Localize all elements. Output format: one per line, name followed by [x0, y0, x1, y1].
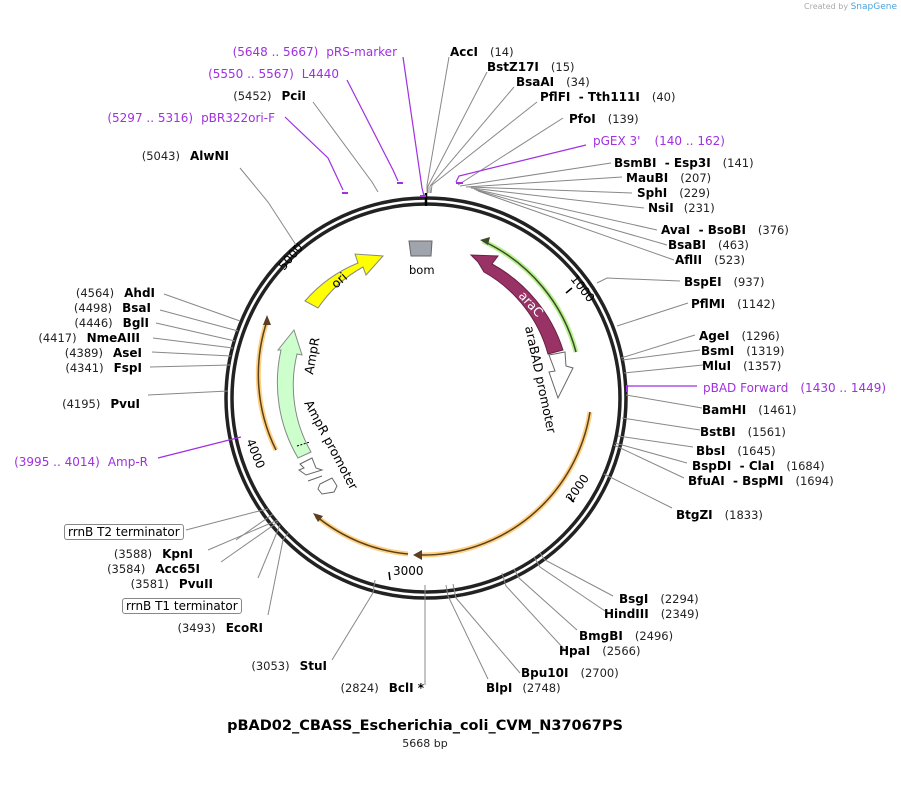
- enzyme-pvui[interactable]: (4195) PvuI: [62, 397, 140, 411]
- primer-leader-lines: [157, 56, 697, 459]
- enzyme-bgli[interactable]: (4446) BglI: [74, 316, 149, 330]
- primer-pbad-forward[interactable]: pBAD Forward (1430 .. 1449): [703, 381, 886, 395]
- enzyme-avai-bsobi[interactable]: AvaI - BsoBI (376): [661, 223, 789, 237]
- enzyme-bstz17i[interactable]: BstZ17I (15): [487, 60, 575, 74]
- arac-feature[interactable]: [469, 254, 564, 355]
- enzyme-leader-lines: [147, 56, 704, 685]
- tick-3000: 3000: [393, 564, 424, 578]
- primer-l4440[interactable]: (5550 .. 5567) L4440: [208, 67, 339, 81]
- arabad-promoter-feature[interactable]: [548, 351, 574, 400]
- enzyme-labels-left: (2824) BclI * (3053) StuI (3493) EcoRI (358…: [38, 89, 424, 695]
- enzyme-bsmbi-esp3i[interactable]: BsmBI - Esp3I (141): [614, 156, 754, 170]
- ampr-promoter-feature[interactable]: [297, 457, 324, 476]
- enzyme-pcii[interactable]: (5452) PciI: [233, 89, 306, 103]
- ampr-feature[interactable]: [276, 328, 312, 459]
- enzyme-hindiii[interactable]: HindIII (2349): [604, 607, 699, 621]
- enzyme-bsmi[interactable]: BsmI (1319): [701, 344, 785, 358]
- enzyme-hpai[interactable]: HpaI (2566): [559, 644, 640, 658]
- rrnb-t1-terminator-label[interactable]: rrnB T1 terminator: [122, 598, 242, 614]
- plasmid-name: pBAD02_CBASS_Escherichia_coli_CVM_N37067…: [227, 718, 623, 734]
- enzyme-nsii[interactable]: NsiI (231): [648, 201, 715, 215]
- enzyme-bsaai[interactable]: BsaAI (34): [516, 75, 590, 89]
- tick-4000: 4000: [243, 437, 267, 471]
- snapgene-credit: Created by SnapGene: [804, 2, 897, 12]
- enzyme-fspi[interactable]: (4341) FspI: [65, 361, 142, 375]
- enzyme-bsgi[interactable]: BsgI (2294): [619, 592, 699, 606]
- enzyme-sphi[interactable]: SphI (229): [637, 186, 710, 200]
- enzyme-nmeaiii[interactable]: (4417) NmeAIII: [38, 331, 140, 345]
- ori-feature[interactable]: [304, 253, 385, 309]
- ampr-label: AmpR: [301, 336, 322, 376]
- enzyme-acc65i[interactable]: (3584) Acc65I: [107, 562, 200, 576]
- primer-pbr322ori-f[interactable]: (5297 .. 5316) pBR322ori-F: [107, 111, 275, 125]
- rrnb-t2-terminator-label[interactable]: rrnB T2 terminator: [64, 524, 184, 540]
- bom-feature[interactable]: [408, 240, 433, 257]
- enzyme-pflmi[interactable]: PflMI (1142): [691, 297, 775, 311]
- enzyme-labels-right: AccI (14) BstZ17I (15) BsaAI (34) PflFI - T…: [450, 45, 834, 695]
- enzyme-kpni[interactable]: (3588) KpnI: [114, 547, 193, 561]
- enzyme-stui[interactable]: (3053) StuI: [251, 659, 327, 673]
- enzyme-bfuai-bspmi[interactable]: BfuAI - BspMI (1694): [688, 474, 834, 488]
- enzyme-alwni[interactable]: (5043) AlwNI: [142, 149, 229, 163]
- enzyme-bsai[interactable]: (4498) BsaI: [74, 301, 151, 315]
- plasmid-size: 5668 bp: [402, 737, 448, 750]
- enzyme-agei[interactable]: AgeI (1296): [699, 329, 780, 343]
- bom-label: bom: [409, 263, 435, 277]
- enzyme-asei[interactable]: (4389) AseI: [65, 346, 142, 360]
- enzyme-bsabi[interactable]: BsaBI (463): [668, 238, 749, 252]
- enzyme-ecori[interactable]: (3493) EcoRI: [177, 621, 263, 635]
- enzyme-acci[interactable]: AccI (14): [450, 45, 514, 59]
- tick-5000: 5000: [276, 241, 306, 273]
- enzyme-blpi[interactable]: BlpI (2748): [486, 681, 561, 695]
- enzyme-mlui[interactable]: MluI (1357): [702, 359, 781, 373]
- enzyme-bamhi[interactable]: BamHI (1461): [702, 403, 797, 417]
- enzyme-pflfi-tth111i[interactable]: PflFI - Tth111I (40): [540, 90, 675, 104]
- enzyme-bspdi-clai[interactable]: BspDI - ClaI (1684): [692, 459, 825, 473]
- enzyme-bcli[interactable]: (2824) BclI *: [340, 681, 424, 695]
- enzyme-bbsi[interactable]: BbsI (1645): [696, 444, 776, 458]
- primer-amp-r[interactable]: (3995 .. 4014) Amp-R: [14, 455, 148, 469]
- enzyme-aflii[interactable]: AflII (523): [675, 253, 745, 267]
- enzyme-btgzi[interactable]: BtgZI (1833): [676, 508, 763, 522]
- snapgene-logo: SnapGene: [850, 2, 897, 12]
- enzyme-pfoi[interactable]: PfoI (139): [569, 112, 639, 126]
- enzyme-bstbi[interactable]: BstBI (1561): [700, 425, 786, 439]
- enzyme-bpu10i[interactable]: Bpu10I (2700): [521, 666, 619, 680]
- enzyme-bspei[interactable]: BspEI (937): [684, 275, 764, 289]
- enzyme-maubi[interactable]: MauBI (207): [626, 171, 711, 185]
- primer-labels: pGEX 3' (140 .. 162) pBAD Forward (1430 ..…: [14, 45, 886, 469]
- primer-pgex3[interactable]: pGEX 3' (140 .. 162): [593, 134, 725, 148]
- enzyme-ahdi[interactable]: (4564) AhdI: [76, 286, 155, 300]
- enzyme-bmgbi[interactable]: BmgBI (2496): [579, 629, 673, 643]
- primer-prs-marker[interactable]: (5648 .. 5667) pRS-marker: [233, 45, 397, 59]
- enzyme-pvuii[interactable]: (3581) PvuII: [131, 577, 213, 591]
